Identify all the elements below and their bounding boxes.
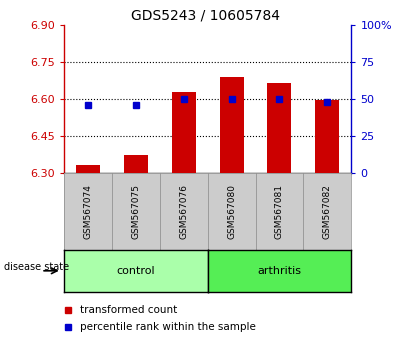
- Bar: [268, 83, 291, 173]
- Text: GSM567074: GSM567074: [83, 184, 92, 239]
- Bar: [124, 155, 148, 173]
- Text: GSM567075: GSM567075: [131, 184, 140, 239]
- Text: transformed count: transformed count: [80, 305, 178, 315]
- Text: GSM567081: GSM567081: [275, 184, 284, 239]
- Text: percentile rank within the sample: percentile rank within the sample: [80, 322, 256, 332]
- Bar: [172, 92, 196, 173]
- Text: arthritis: arthritis: [257, 266, 302, 276]
- Bar: [219, 77, 243, 173]
- Bar: [315, 101, 339, 173]
- Bar: [76, 165, 100, 173]
- Text: GSM567076: GSM567076: [179, 184, 188, 239]
- Text: GSM567082: GSM567082: [323, 184, 332, 239]
- Text: GSM567080: GSM567080: [227, 184, 236, 239]
- Text: GDS5243 / 10605784: GDS5243 / 10605784: [131, 9, 280, 23]
- Text: disease state: disease state: [4, 262, 69, 272]
- Text: control: control: [116, 266, 155, 276]
